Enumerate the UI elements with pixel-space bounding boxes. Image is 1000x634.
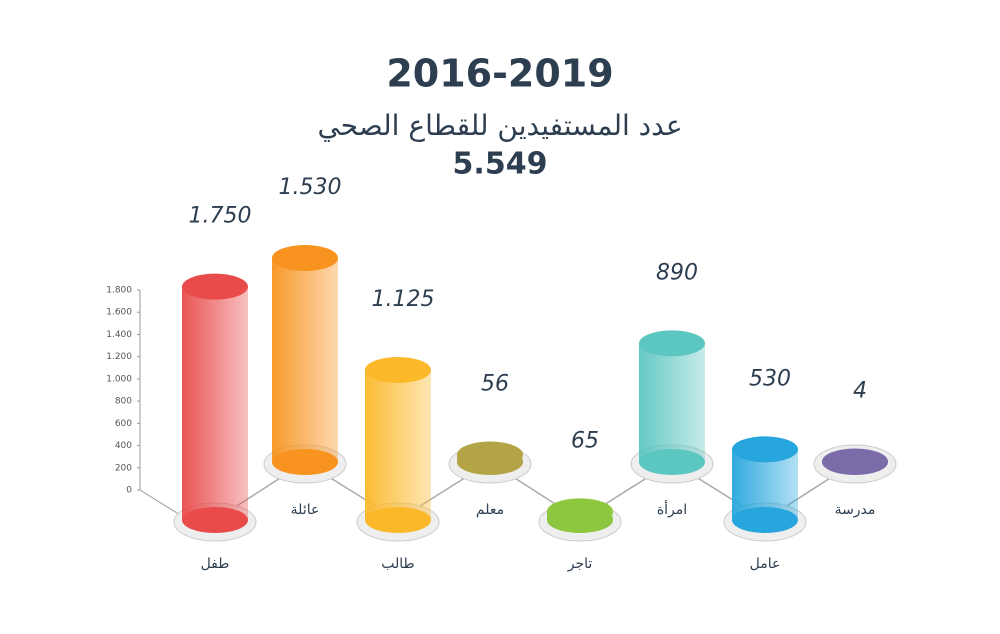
- value-label: 65: [571, 428, 599, 453]
- x-tick-label: تاجر: [567, 556, 593, 572]
- y-tick-label: 1.800: [106, 286, 132, 296]
- y-tick-label: 400: [115, 441, 132, 451]
- x-tick-label: عامل: [750, 556, 781, 572]
- value-label: 890: [656, 260, 698, 285]
- value-label: 1.125: [372, 287, 435, 312]
- y-tick-label: 1.200: [106, 352, 132, 362]
- value-label: 56: [481, 372, 509, 397]
- value-label: 530: [749, 366, 791, 391]
- cylinder-top: [365, 357, 431, 383]
- cylinder-top: [457, 441, 523, 468]
- y-tick-label: 0: [126, 486, 132, 496]
- cylinder-top: [272, 245, 338, 271]
- x-tick-label: معلم: [476, 502, 504, 518]
- x-tick-label: امرأة: [657, 500, 687, 518]
- value-label: 1.530: [279, 175, 342, 200]
- bar: [272, 258, 338, 462]
- y-tick-label: 1.600: [106, 308, 132, 318]
- x-tick-label: مدرسة: [835, 502, 876, 518]
- y-tick-label: 1.000: [106, 374, 132, 384]
- cylinder-top: [182, 273, 248, 300]
- x-tick-label: طالب: [381, 556, 414, 572]
- y-tick-label: 1.400: [106, 330, 132, 340]
- chart-subtitle: عدد المستفيدين للقطاع الصحي: [317, 109, 682, 142]
- x-tick-label: عائلة: [291, 502, 320, 518]
- cylinder-top: [547, 498, 613, 525]
- cylinder-top: [732, 436, 798, 463]
- axis-foot: [139, 489, 186, 519]
- cylinder-top: [639, 330, 705, 357]
- value-label: 1.750: [189, 204, 252, 229]
- total: 5.549: [453, 147, 548, 182]
- chart-title: 2016-2019: [386, 52, 613, 96]
- y-tick-label: 200: [115, 463, 132, 473]
- bar: [182, 286, 248, 520]
- x-tick-label: طفل: [201, 556, 230, 572]
- cylinder-top: [822, 448, 888, 475]
- value-label: 4: [853, 378, 867, 403]
- bar: [365, 370, 431, 520]
- bar: [639, 343, 705, 462]
- y-tick-label: 800: [115, 397, 132, 407]
- y-tick-label: 600: [115, 419, 132, 429]
